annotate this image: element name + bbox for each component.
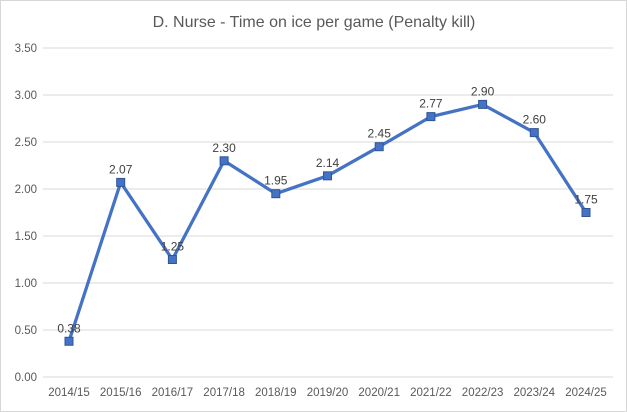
data-point-marker <box>219 156 229 166</box>
data-label: 2.60 <box>523 113 547 127</box>
x-tick-label: 2014/15 <box>48 387 90 399</box>
y-tick-label: 2.50 <box>15 137 37 149</box>
data-label: 2.30 <box>212 141 236 155</box>
x-tick-label: 2020/21 <box>358 387 400 399</box>
x-tick-label: 2019/20 <box>307 387 349 399</box>
data-point-marker <box>426 112 436 122</box>
data-point-marker <box>323 171 332 181</box>
y-tick-label: 0.50 <box>15 325 37 337</box>
data-label: 1.95 <box>264 174 288 188</box>
y-tick-label: 1.00 <box>15 278 37 290</box>
y-tick-label: 2.00 <box>15 184 37 196</box>
data-point-marker <box>478 99 488 109</box>
data-label: 2.77 <box>419 97 443 111</box>
x-tick-label: 2024/25 <box>565 387 607 399</box>
data-labels: 0.38 2.07 1.25 2.30 1.95 2.14 2.45 2.77 2.90 2.60… <box>57 84 598 335</box>
x-tick-label: 2015/16 <box>100 387 142 399</box>
data-point-marker <box>167 255 177 264</box>
data-label: 1.75 <box>574 193 598 207</box>
data-label: 2.45 <box>368 127 392 141</box>
data-point-marker <box>529 128 539 138</box>
data-label: 2.90 <box>471 84 495 98</box>
y-tick-label: 1.50 <box>15 231 37 243</box>
data-label: 2.14 <box>316 156 340 170</box>
gridlines <box>43 47 613 378</box>
data-point-markers <box>64 99 591 346</box>
y-tick-label: 3.00 <box>15 90 37 102</box>
x-axis-tick-labels: 2014/15 2015/16 2016/17 2017/18 2018/19 2019/… <box>48 387 607 399</box>
x-tick-label: 2018/19 <box>255 387 297 399</box>
data-point-marker <box>116 177 126 187</box>
chart-title: D. Nurse - Time on ice per game (Penalty… <box>153 14 476 31</box>
y-tick-label: 0.00 <box>15 372 37 384</box>
x-tick-label: 2016/17 <box>152 387 194 399</box>
data-point-marker <box>271 189 281 199</box>
y-tick-label: 3.50 <box>15 43 37 55</box>
data-label: 1.25 <box>161 240 185 254</box>
series-line <box>67 102 588 343</box>
data-label: 2.07 <box>109 162 133 176</box>
x-tick-label: 2022/23 <box>462 387 504 399</box>
data-label: 0.38 <box>57 321 81 335</box>
x-tick-label: 2021/22 <box>410 387 452 399</box>
data-point-marker <box>581 208 591 217</box>
y-axis-tick-labels: 3.50 3.00 2.50 2.00 1.50 1.00 0.50 0.00 <box>15 43 37 384</box>
x-tick-label: 2023/24 <box>514 387 556 399</box>
data-point-marker <box>374 142 384 152</box>
data-point-marker <box>64 336 74 346</box>
x-tick-label: 2017/18 <box>203 387 245 399</box>
